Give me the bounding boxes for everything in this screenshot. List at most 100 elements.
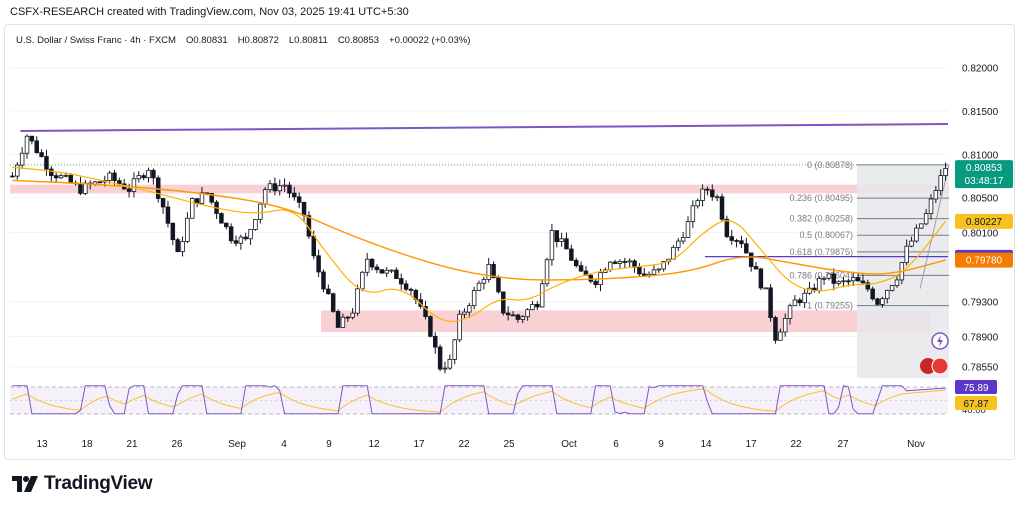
candle-down — [224, 222, 229, 228]
time-tick-label: 25 — [503, 439, 515, 450]
candle-up — [248, 229, 253, 240]
candle-down — [573, 259, 579, 267]
candle-down — [272, 183, 278, 192]
candle-up — [238, 236, 244, 244]
time-tick-label: 9 — [326, 439, 332, 450]
time-axis: 13 18 21 26 Sep 4 9 12 17 22 25 Oct 6 9 14 17 22 27 Nov — [36, 439, 924, 450]
rsi-line — [12, 385, 946, 415]
time-tick-label: 26 — [171, 439, 183, 450]
low-value: L0.80811 — [288, 35, 328, 46]
lightning-bolt-icon — [937, 335, 943, 347]
candle-down — [578, 265, 584, 272]
candle-down — [151, 169, 156, 179]
fast-moving-average — [12, 166, 947, 323]
candle-up — [661, 261, 666, 270]
candle-down — [860, 280, 866, 284]
candle-down — [68, 174, 73, 184]
candle-down — [705, 188, 710, 191]
time-tick-label: 22 — [790, 439, 802, 450]
candle-down — [49, 168, 54, 177]
candle-down — [729, 236, 734, 241]
candle-up — [136, 175, 142, 180]
candle-down — [117, 180, 122, 185]
rsi-ma-badge — [955, 396, 997, 410]
candle-down — [496, 277, 501, 293]
candle-up — [539, 283, 545, 308]
candle-up — [530, 303, 535, 311]
candle-down — [228, 226, 234, 242]
candle-down — [170, 222, 176, 241]
candle-down — [734, 240, 739, 242]
candle-down — [564, 238, 569, 250]
candle-up — [700, 188, 705, 201]
time-tick-label: 14 — [700, 439, 712, 450]
candle-down — [408, 288, 414, 291]
high-value: H0.80872 — [237, 35, 279, 46]
grid — [10, 67, 948, 368]
candle-up — [695, 200, 700, 207]
candle-up — [885, 289, 890, 300]
candle-up — [190, 198, 195, 219]
candle-up — [24, 135, 30, 154]
candle-down — [112, 172, 117, 182]
candle-down — [126, 188, 132, 192]
candle-up — [58, 175, 64, 179]
candle-up — [355, 288, 360, 314]
time-tick-label: 17 — [745, 439, 757, 450]
candle-down — [345, 316, 351, 319]
candle-down — [296, 196, 302, 203]
candle-down — [330, 293, 336, 312]
time-tick-label: 4 — [281, 439, 287, 450]
candle-up — [340, 316, 346, 328]
candle-down — [326, 288, 331, 295]
candle-down — [398, 278, 404, 285]
candle-up — [919, 223, 924, 229]
candle-up — [384, 269, 389, 274]
candle-up — [763, 287, 768, 290]
candle-down — [428, 316, 433, 337]
candle-up — [889, 285, 895, 291]
candle-down — [369, 258, 375, 268]
candle-down — [554, 230, 560, 243]
chart-credit: CSFX-RESEARCH created with TradingView.c… — [10, 6, 409, 18]
fib-level-label: 0.786 (0.79604) — [789, 270, 853, 280]
rsi-tick-label: 40.00 — [962, 405, 986, 416]
candle-down — [622, 261, 628, 263]
candle-up — [923, 213, 929, 225]
candle-up — [199, 192, 205, 204]
symbol-name[interactable]: U.S. Dollar / Swiss Franc · 4h · FXCM — [16, 35, 176, 46]
candle-down — [311, 235, 317, 257]
fib-level-label: 0.618 (0.79875) — [789, 247, 853, 257]
moving-averages — [12, 166, 947, 323]
price-axis: 0.82000 0.81500 0.81000 0.80500 0.80100 0.793… — [962, 64, 999, 374]
candle-down — [433, 335, 438, 348]
candle-down — [510, 314, 516, 317]
candle-up — [525, 309, 530, 318]
candle-down — [316, 255, 321, 273]
orange-price-badge — [955, 252, 1013, 268]
candle-up — [928, 198, 934, 215]
candle-down — [321, 271, 326, 290]
candle-down — [403, 283, 409, 290]
candle-up — [253, 218, 258, 230]
candle-up — [943, 168, 948, 176]
price-price-badge — [955, 160, 1013, 189]
candle-down — [418, 299, 423, 307]
candle-down — [710, 189, 715, 198]
tradingview-footer: TradingView — [12, 473, 153, 495]
rsi-ma-label: 67.87 — [963, 399, 988, 410]
candle-up — [471, 290, 477, 307]
chart-icons — [920, 332, 949, 375]
time-tick-label: 22 — [458, 439, 470, 450]
change-value: +0.00022 (+0.03%) — [389, 35, 471, 46]
candle-up — [185, 217, 190, 242]
candle-down — [515, 314, 521, 320]
candle-down — [753, 266, 759, 270]
candle-down — [569, 248, 574, 261]
price-tick-label: 0.80100 — [962, 228, 999, 239]
candle-down — [588, 274, 594, 282]
zones — [10, 184, 949, 333]
candle-up — [258, 203, 263, 220]
